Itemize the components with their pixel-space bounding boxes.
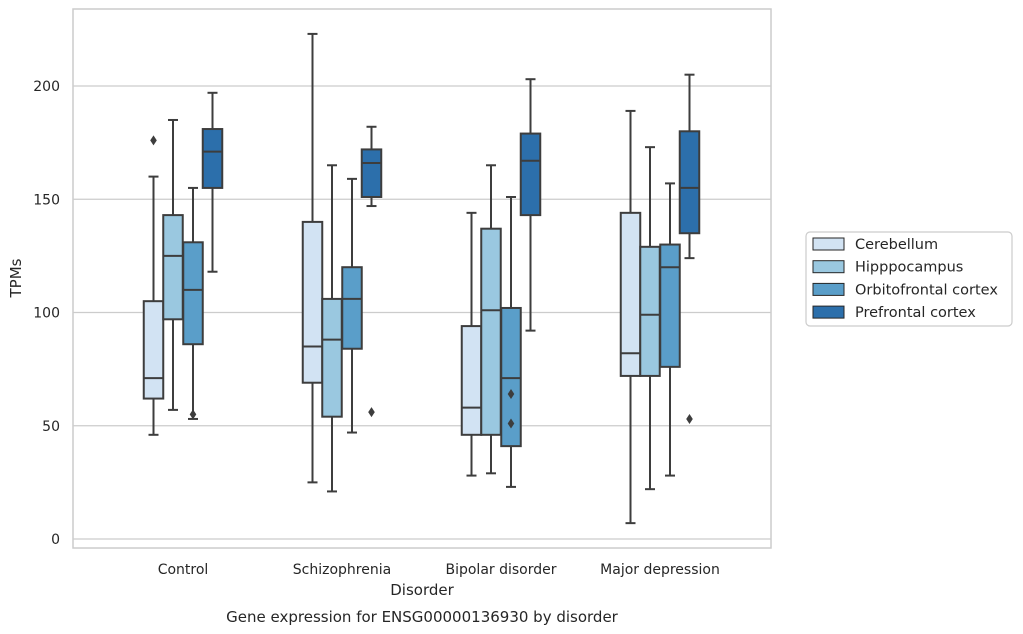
box-0-0 xyxy=(142,135,165,436)
box-iqr xyxy=(301,220,324,384)
y-tick-label: 50 xyxy=(42,419,60,435)
box-iqr xyxy=(360,148,383,198)
box-iqr xyxy=(659,243,681,368)
legend-item: Orbitofrontal cortex xyxy=(812,282,998,298)
box-3-1 xyxy=(360,125,383,418)
outlier-point xyxy=(368,407,375,418)
plot-frame xyxy=(72,8,772,549)
x-tick-label: Schizophrenia xyxy=(293,562,391,578)
legend-label: Orbitofrontal cortex xyxy=(855,282,998,298)
box-iqr xyxy=(619,211,642,377)
legend-swatch xyxy=(812,260,845,274)
legend-swatch xyxy=(812,237,845,251)
outlier-point xyxy=(686,413,693,424)
box-3-0 xyxy=(201,91,224,273)
legend-item: Cerebellum xyxy=(812,237,938,253)
x-axis-label: Disorder xyxy=(390,581,454,599)
x-tick-label: Bipolar disorder xyxy=(445,562,556,578)
outlier-point xyxy=(189,409,197,420)
outlier-point xyxy=(150,135,157,146)
box-1-1 xyxy=(321,164,343,493)
box-2-0 xyxy=(182,186,204,420)
box-1-0 xyxy=(162,118,184,411)
y-tick-label: 150 xyxy=(33,192,60,208)
y-tick-label: 0 xyxy=(51,532,60,548)
box-iqr xyxy=(182,241,204,346)
y-tick-label: 100 xyxy=(33,306,60,322)
box-iqr xyxy=(639,245,661,377)
box-iqr xyxy=(480,227,502,436)
legend-swatch xyxy=(812,305,845,319)
box-iqr xyxy=(519,132,542,217)
legend-label: Cerebellum xyxy=(855,237,938,253)
box-0-3 xyxy=(619,109,642,525)
box-0-2 xyxy=(460,211,483,477)
x-tick-label: Major depression xyxy=(600,562,720,578)
plot-boxes xyxy=(142,32,701,525)
x-tick-label: Control xyxy=(158,562,209,578)
box-2-1 xyxy=(341,177,363,434)
box-iqr xyxy=(341,266,363,350)
box-1-3 xyxy=(639,146,661,491)
box-iqr xyxy=(500,306,522,448)
box-2-2 xyxy=(500,195,522,488)
chart-title: Gene expression for ENSG00000136930 by d… xyxy=(226,608,619,626)
box-iqr xyxy=(162,214,184,321)
box-iqr xyxy=(321,297,343,418)
box-1-2 xyxy=(480,164,502,475)
box-iqr xyxy=(142,300,165,400)
legend-swatch xyxy=(812,282,845,296)
box-iqr xyxy=(678,130,701,235)
box-iqr xyxy=(201,128,224,189)
outlier-point xyxy=(507,389,515,400)
y-axis-ticks: 0 50 100 150 200 xyxy=(33,79,60,548)
legend-item: Hipppocampus xyxy=(812,260,963,276)
y-axis-label: TPMs xyxy=(7,258,25,298)
outlier-point xyxy=(507,418,515,429)
box-3-2 xyxy=(519,78,542,332)
box-2-3 xyxy=(659,182,681,477)
legend-item: Prefrontal cortex xyxy=(812,305,976,321)
box-iqr xyxy=(460,325,483,436)
y-tick-label: 200 xyxy=(33,79,60,95)
box-3-3 xyxy=(678,73,701,424)
x-axis-ticks: Control Schizophrenia Bipolar disorder Majo… xyxy=(158,562,720,578)
legend-frame xyxy=(805,231,1013,327)
box-0-1 xyxy=(301,32,324,484)
legend: Cerebellum Hipppocampus Orbitofrontal cort… xyxy=(805,231,1013,327)
legend-label: Hipppocampus xyxy=(855,260,963,276)
legend-label: Prefrontal cortex xyxy=(855,305,976,321)
